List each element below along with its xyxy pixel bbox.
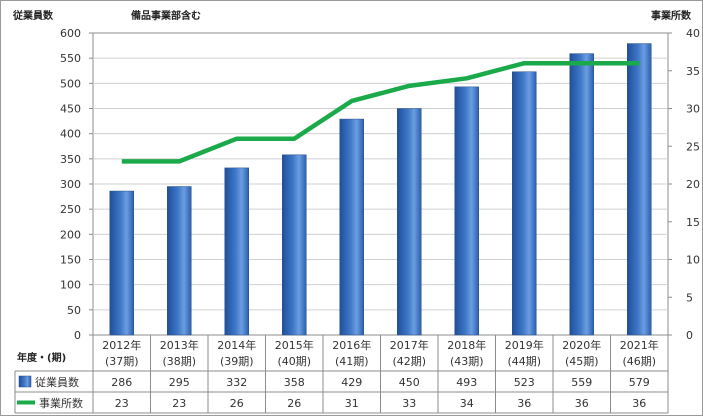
y-left-tick-label: 0 xyxy=(74,329,81,342)
legend-label-employees: 従業員数 xyxy=(35,376,79,389)
y-right-tick-label: 0 xyxy=(686,329,693,342)
y-left-tick-label: 600 xyxy=(60,27,81,40)
row-header-label: 年度・(期) xyxy=(17,351,66,364)
y-right-tick-label: 20 xyxy=(686,178,700,191)
category-year-label: 2016年 xyxy=(332,338,371,352)
employee-bar xyxy=(627,43,652,336)
employee-value-cell: 523 xyxy=(514,376,535,389)
employee-value-cell: 358 xyxy=(284,376,305,389)
category-period-label: (38期) xyxy=(162,355,196,368)
y-right-tick-label: 30 xyxy=(686,103,700,116)
category-period-label: (42期) xyxy=(392,355,426,368)
category-year-label: 2018年 xyxy=(447,338,486,352)
office-value-cell: 23 xyxy=(115,397,129,410)
legend-key-employees xyxy=(18,375,32,388)
category-year-label: 2015年 xyxy=(275,338,314,352)
employee-value-cell: 286 xyxy=(111,376,132,389)
office-value-cell: 23 xyxy=(172,397,186,410)
employee-bar xyxy=(454,86,479,336)
y-right-tick-label: 25 xyxy=(686,140,700,153)
category-period-label: (39期) xyxy=(220,355,254,368)
category-year-label: 2021年 xyxy=(620,338,659,352)
employee-value-cell: 450 xyxy=(399,376,420,389)
y-right-tick-label: 35 xyxy=(686,65,700,78)
office-value-cell: 36 xyxy=(575,397,589,410)
y-left-tick-label: 450 xyxy=(60,103,81,116)
employee-bar xyxy=(512,71,537,336)
employee-value-cell: 559 xyxy=(571,376,592,389)
y-left-tick-label: 500 xyxy=(60,77,81,90)
employee-value-cell: 332 xyxy=(226,376,247,389)
office-value-cell: 33 xyxy=(402,397,416,410)
employee-bar xyxy=(109,190,134,336)
office-count-line xyxy=(121,60,640,164)
employee-value-cell: 429 xyxy=(341,376,362,389)
y-left-tick-label: 550 xyxy=(60,52,81,65)
office-value-cell: 31 xyxy=(345,397,359,410)
office-value-cell: 34 xyxy=(460,397,474,410)
category-period-label: (37期) xyxy=(105,355,139,368)
y-left-tick-label: 350 xyxy=(60,153,81,166)
category-year-label: 2014年 xyxy=(217,338,256,352)
y-right-axis-label: 事業所数 xyxy=(651,9,692,22)
y-left-tick-label: 300 xyxy=(60,178,81,191)
employee-bar xyxy=(397,108,422,336)
category-period-label: (43期) xyxy=(450,355,484,368)
category-year-label: 2020年 xyxy=(562,338,601,352)
category-period-label: (44期) xyxy=(507,355,541,368)
office-value-cell: 26 xyxy=(287,397,301,410)
y-right-tick-label: 15 xyxy=(686,216,700,229)
employee-bar xyxy=(569,53,594,336)
category-period-label: (46期) xyxy=(622,355,656,368)
employee-value-cell: 295 xyxy=(169,376,190,389)
employee-bar xyxy=(224,167,249,336)
employee-value-cell: 493 xyxy=(456,376,477,389)
category-period-label: (41期) xyxy=(335,355,369,368)
employee-value-cell: 579 xyxy=(629,376,650,389)
y-left-tick-label: 50 xyxy=(67,304,81,317)
category-period-label: (40期) xyxy=(277,355,311,368)
y-left-axis-label: 従業員数 xyxy=(12,9,54,22)
y-left-tick-label: 250 xyxy=(60,203,81,216)
y-right-tick-label: 10 xyxy=(686,254,700,267)
office-value-cell: 36 xyxy=(632,397,646,410)
chart-annotation: 備品事業部含む xyxy=(131,9,201,22)
office-value-cell: 36 xyxy=(517,397,531,410)
employee-bar xyxy=(282,154,307,336)
category-year-label: 2019年 xyxy=(505,338,544,352)
category-year-label: 2017年 xyxy=(390,338,429,352)
category-year-label: 2012年 xyxy=(102,338,141,352)
employee-bar xyxy=(167,186,192,336)
legend-label-offices: 事業所数 xyxy=(39,397,83,410)
office-value-cell: 26 xyxy=(230,397,244,410)
y-left-tick-label: 150 xyxy=(60,254,81,267)
y-left-tick-label: 100 xyxy=(60,279,81,292)
category-year-label: 2013年 xyxy=(160,338,199,352)
y-left-tick-label: 400 xyxy=(60,128,81,141)
y-left-tick-label: 200 xyxy=(60,228,81,241)
category-period-label: (45期) xyxy=(565,355,599,368)
y-right-tick-label: 5 xyxy=(686,291,693,304)
employee-bar xyxy=(339,118,364,336)
y-right-tick-label: 40 xyxy=(686,27,700,40)
